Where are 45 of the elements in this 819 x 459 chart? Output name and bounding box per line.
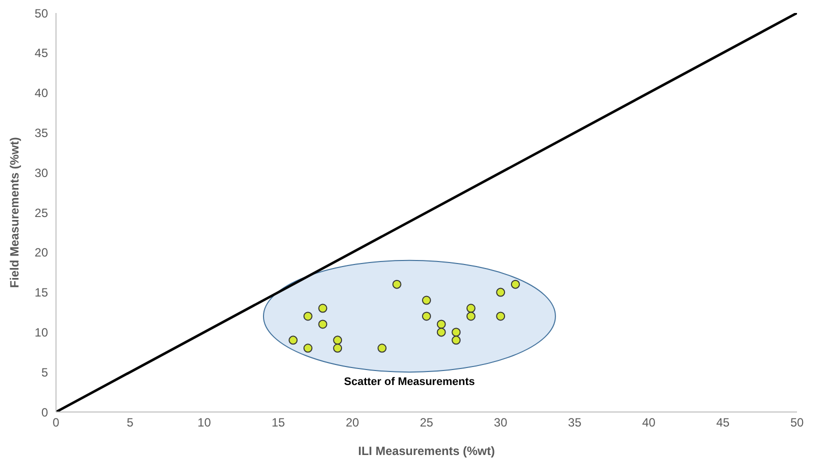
y-tick-label: 20 — [34, 246, 48, 260]
point — [436, 328, 446, 337]
x-tick-label: 40 — [642, 416, 656, 430]
point — [333, 344, 342, 353]
point — [496, 288, 506, 297]
point — [318, 304, 328, 313]
point — [436, 320, 446, 329]
point — [378, 344, 387, 353]
x-tick-label: 30 — [494, 416, 508, 430]
y-tick-label: 40 — [34, 86, 48, 100]
point — [452, 328, 461, 337]
y-tick-label: 50 — [34, 6, 48, 20]
y-tick-label: 45 — [34, 46, 48, 60]
point — [318, 320, 328, 329]
point — [333, 336, 342, 345]
point — [392, 280, 402, 289]
point — [303, 344, 312, 353]
point — [288, 336, 298, 345]
x-tick-label: 15 — [272, 416, 286, 430]
y-tick-label: 0 — [41, 405, 48, 420]
x-tick-label: 25 — [420, 416, 434, 430]
y-axis-title: Field Measurements (%wt) — [7, 137, 22, 288]
y-tick-label: 30 — [34, 166, 48, 180]
point — [466, 304, 476, 313]
point — [422, 312, 431, 321]
point — [496, 312, 506, 321]
x-tick-label: 50 — [790, 416, 804, 430]
y-tick-label: 25 — [34, 206, 48, 220]
y-tick-label: 35 — [34, 126, 48, 140]
x-tick-label: 35 — [568, 416, 582, 430]
y-tick-label: 10 — [34, 325, 48, 340]
x-tick-label: 0 — [52, 416, 60, 430]
y-tick-label: 15 — [34, 286, 48, 300]
point — [303, 312, 312, 321]
x-axis-title: ILI Measurements (%wt) — [358, 444, 495, 458]
point — [510, 280, 520, 289]
x-tick-label: 45 — [716, 416, 730, 430]
x-tick-label: 10 — [198, 416, 212, 430]
point — [466, 312, 476, 321]
point — [422, 296, 431, 305]
x-tick-label: 5 — [126, 416, 134, 430]
x-tick-label: 20 — [346, 416, 360, 430]
point — [452, 336, 461, 345]
y-tick-label: 5 — [41, 365, 48, 380]
annotation: Scatter of Measurements — [343, 376, 476, 388]
